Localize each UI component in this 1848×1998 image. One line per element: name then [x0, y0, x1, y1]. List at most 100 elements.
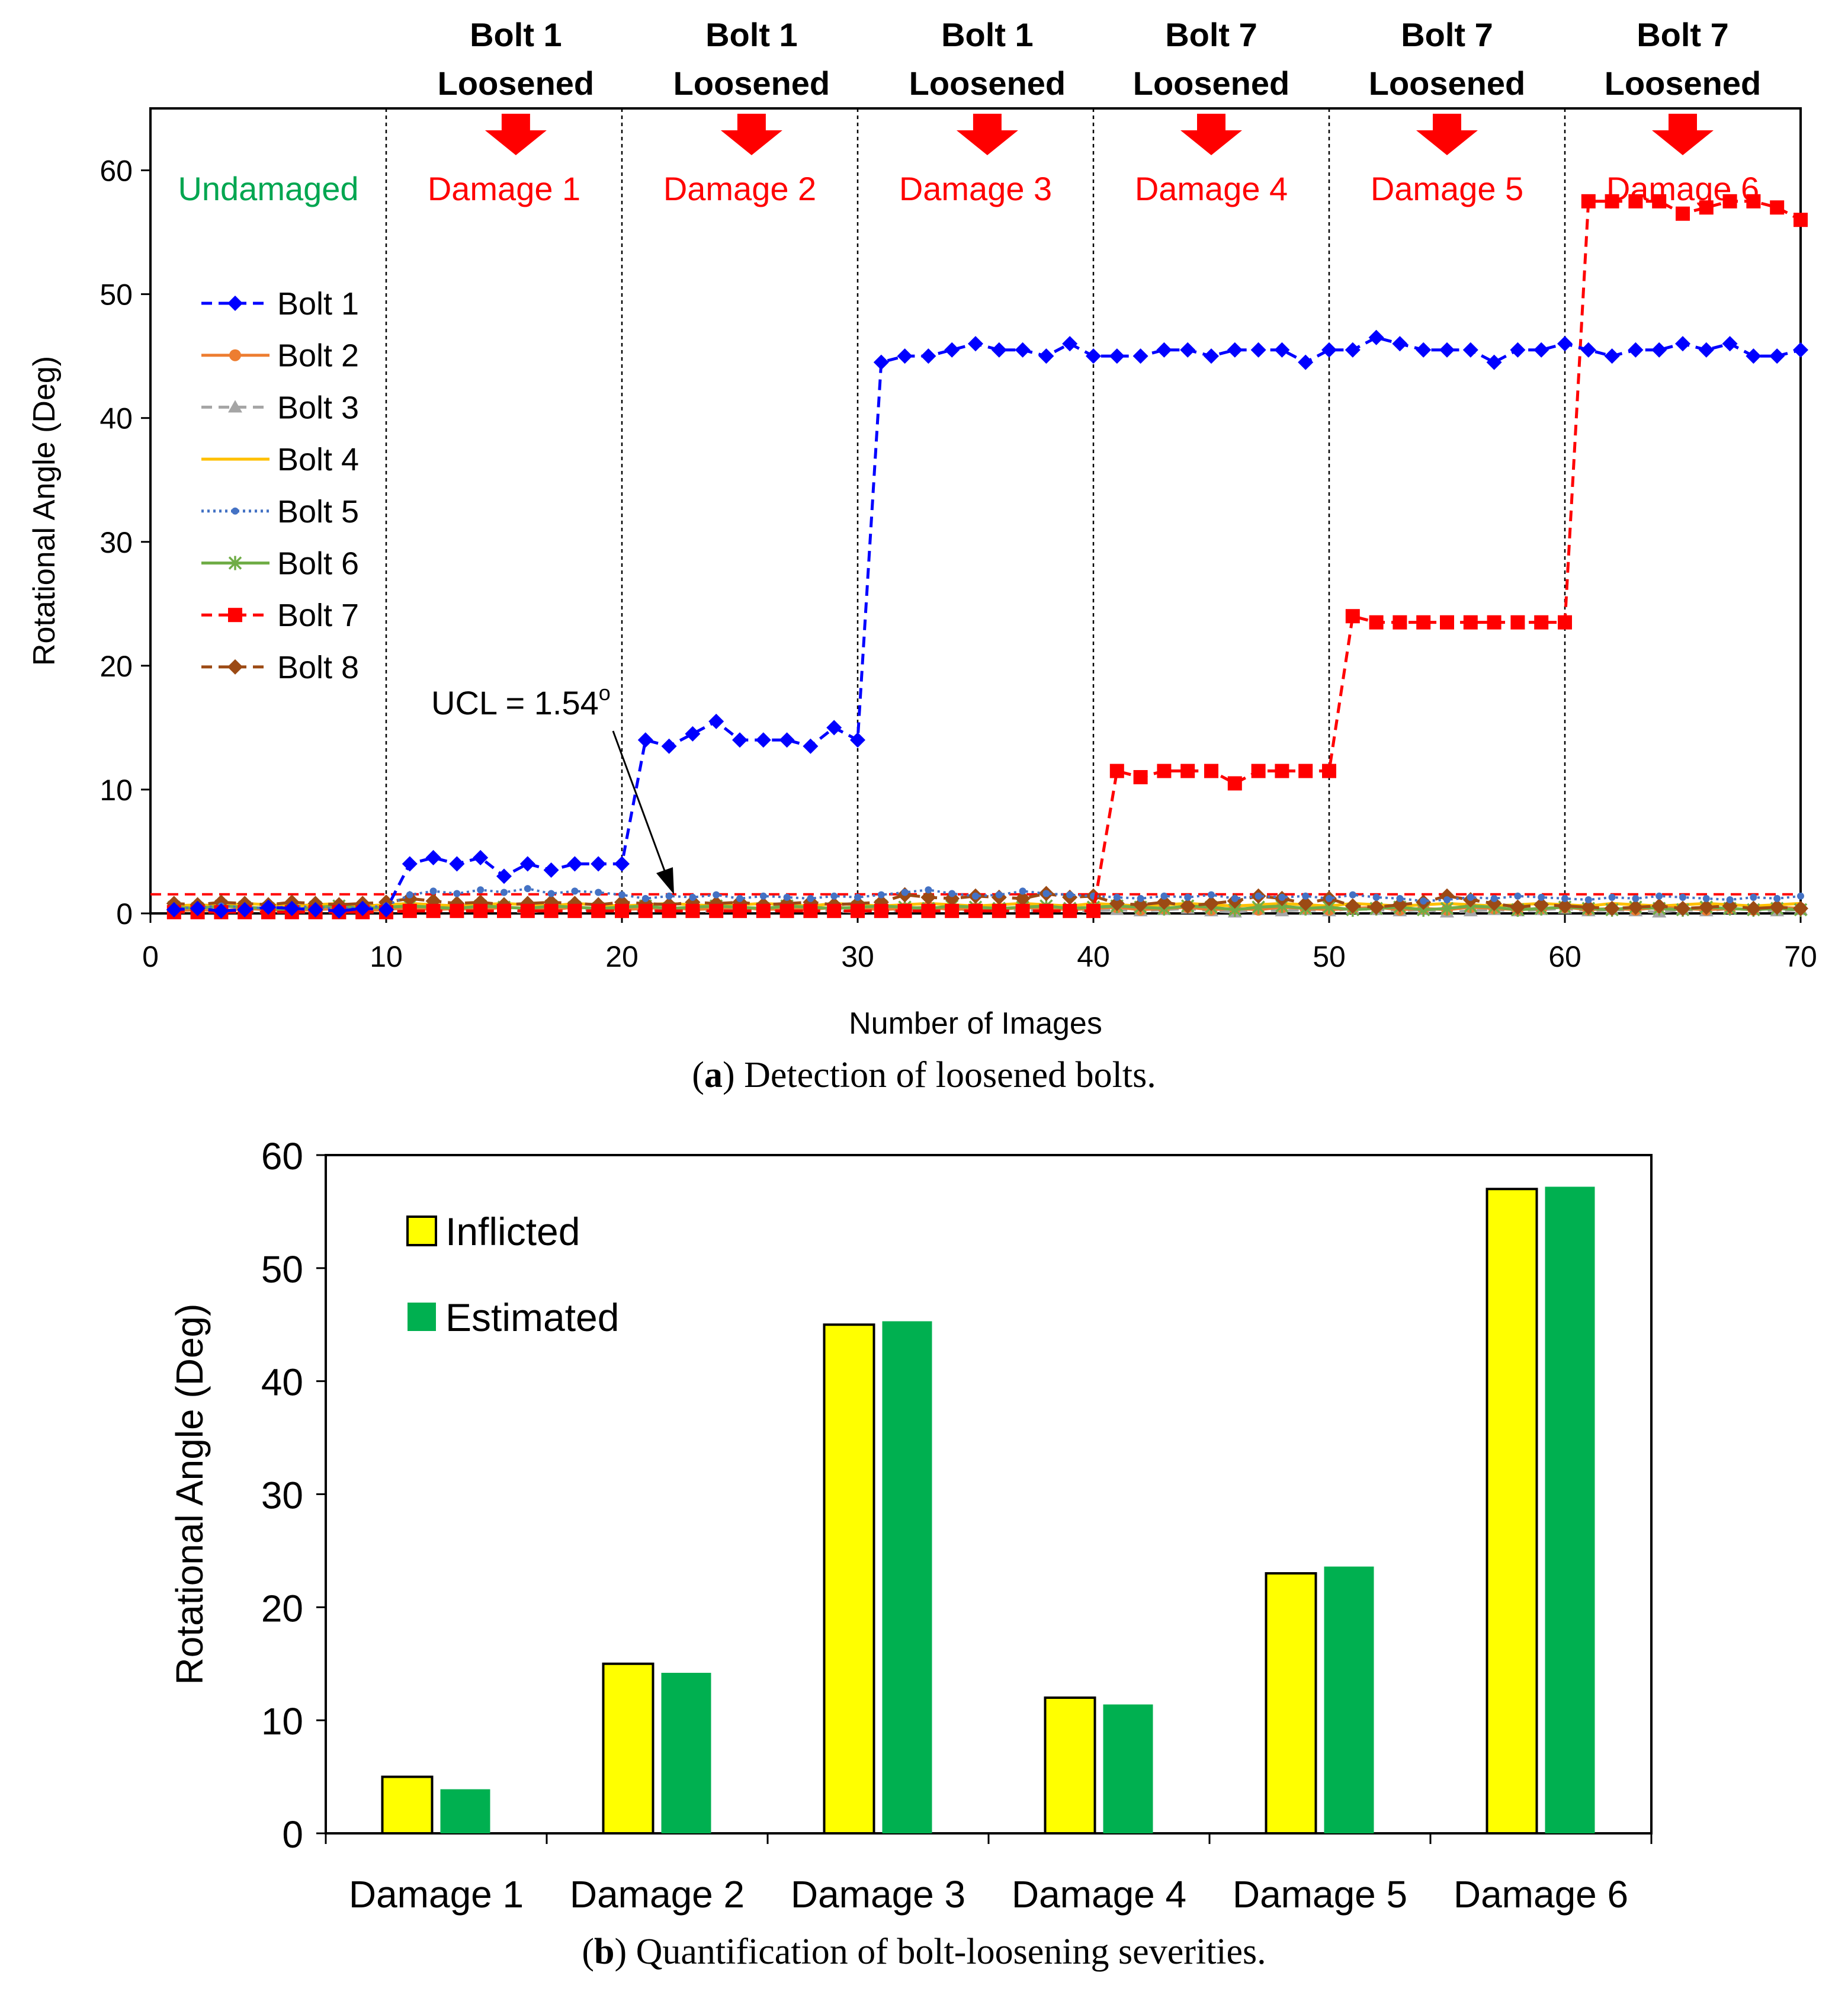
legend-swatch: [408, 1303, 436, 1331]
event-label-loosened: Loosened: [909, 65, 1066, 102]
data-point: [921, 903, 936, 918]
y-tick-label: 30: [100, 526, 133, 559]
data-point: [1416, 342, 1432, 358]
ucl-annotation-text: UCL = 1.54: [431, 684, 599, 721]
data-point: [713, 891, 720, 899]
data-point: [1797, 892, 1804, 900]
data-point: [1486, 354, 1502, 370]
x-tick-label: Damage 5: [1233, 1873, 1407, 1916]
caption-a-part: ) Detection of loosened bolts.: [723, 1055, 1156, 1095]
phase-label: Damage 1: [428, 170, 580, 207]
event-label-loosened: Loosened: [673, 65, 830, 102]
data-point: [1231, 894, 1239, 902]
event-arrow-icon: [1652, 114, 1714, 155]
data-point: [991, 342, 1007, 358]
data-point: [331, 903, 347, 919]
data-point: [500, 889, 508, 896]
data-point: [736, 894, 743, 902]
data-point: [1651, 342, 1667, 358]
data-point: [709, 903, 724, 918]
data-point: [1393, 615, 1407, 630]
data-point: [618, 891, 625, 899]
bar: [602, 1662, 654, 1835]
data-point: [614, 856, 630, 872]
phase-label: Damage 5: [1371, 170, 1523, 207]
data-point: [1651, 898, 1667, 914]
data-point: [615, 903, 629, 918]
series-line: [174, 892, 1801, 910]
data-point: [1086, 348, 1101, 364]
bar: [1103, 1704, 1153, 1833]
event-label-loosened: Loosened: [1369, 65, 1525, 102]
data-point: [1275, 764, 1289, 778]
event-label-loosened: Loosened: [1605, 65, 1761, 102]
data-point: [567, 856, 583, 872]
data-point: [1604, 348, 1620, 364]
data-point: [544, 903, 559, 918]
series-bolt-4: [174, 902, 1801, 907]
data-point: [1227, 776, 1242, 791]
series-line: [174, 902, 1801, 907]
data-point: [850, 732, 865, 748]
data-point: [1015, 342, 1031, 358]
data-point: [1420, 897, 1427, 905]
data-point: [237, 902, 253, 918]
event-arrow-icon: [956, 114, 1018, 155]
legend-label: Bolt 7: [277, 598, 359, 633]
bar: [1486, 1188, 1538, 1835]
event-label-bolt: Bolt 7: [1637, 16, 1729, 53]
event-arrow-icon: [1180, 114, 1242, 155]
y-tick-label: 10: [100, 774, 133, 807]
data-point: [968, 903, 983, 918]
chart-b-plot-frame: [325, 1154, 1653, 1835]
data-point: [992, 903, 1006, 918]
bar: [381, 1775, 434, 1835]
data-point: [1326, 894, 1333, 902]
data-point: [1769, 899, 1785, 915]
data-point: [783, 893, 791, 901]
data-point: [477, 886, 485, 894]
caption-a: (a) Detection of loosened bolts.: [692, 1055, 1156, 1095]
data-point: [1156, 894, 1172, 910]
data-point: [897, 903, 912, 918]
chart-a-plot-frame: [149, 107, 1802, 915]
data-point: [449, 856, 465, 872]
data-point: [1773, 894, 1781, 902]
data-point: [1109, 896, 1125, 912]
data-point: [807, 894, 814, 902]
x-tick-label: 70: [1784, 940, 1817, 973]
data-point: [708, 713, 724, 729]
data-point: [406, 891, 413, 899]
series-line: [174, 200, 1802, 914]
data-point: [1156, 342, 1172, 358]
data-point: [1063, 903, 1077, 918]
phase-label: Damage 2: [663, 170, 816, 207]
data-point: [759, 892, 767, 900]
data-point: [944, 342, 960, 358]
data-point: [732, 732, 747, 748]
x-tick-label: Damage 4: [1012, 1873, 1186, 1916]
data-point: [1510, 615, 1525, 630]
data-point: [1487, 615, 1502, 630]
data-point: [1793, 342, 1808, 358]
data-point: [1396, 894, 1404, 902]
series-line: [174, 904, 1801, 912]
x-tick-label: 60: [1548, 940, 1581, 973]
data-point: [1274, 342, 1290, 358]
data-point: [1208, 891, 1215, 899]
series-line: [174, 887, 1801, 910]
y-axis-label: Rotational Angle (Deg): [27, 356, 62, 666]
legend-label: Bolt 1: [277, 286, 359, 322]
data-point: [1160, 892, 1168, 900]
data-point: [1581, 194, 1596, 209]
data-point: [1392, 336, 1408, 352]
data-point: [1533, 342, 1549, 358]
data-point: [874, 903, 888, 918]
data-point: [473, 849, 489, 865]
data-point: [425, 849, 441, 865]
data-point: [1462, 342, 1478, 358]
series-bolt-7: [166, 194, 1808, 919]
caption-b-part: (: [582, 1932, 594, 1972]
data-point: [1109, 764, 1124, 778]
data-point: [1298, 896, 1314, 912]
